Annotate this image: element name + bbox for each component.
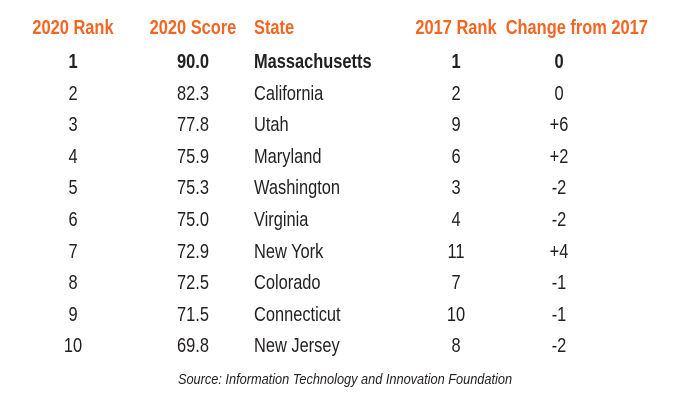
cell-rank-2017: 8 — [451, 335, 461, 358]
cell-rank-2020: 8 — [68, 272, 78, 295]
source-note: Source: Information Technology and Innov… — [177, 371, 513, 388]
cell-rank-2017: 9 — [451, 114, 461, 137]
cell-rank-2020: 10 — [63, 335, 83, 358]
table-row: 9 71.5 Connecticut 10 -1 — [0, 299, 690, 331]
cell-state: New Jersey — [254, 335, 340, 358]
table-row: 1 90.0 Massachusetts 1 0 — [0, 46, 690, 78]
cell-score-2020: 71.5 — [177, 303, 209, 326]
table-row: 8 72.5 Colorado 7 -1 — [0, 267, 690, 299]
cell-change-from-2017: +2 — [549, 145, 569, 168]
cell-change-from-2017: -1 — [551, 272, 567, 295]
cell-change-from-2017: 0 — [554, 51, 564, 73]
cell-state: Maryland — [254, 145, 322, 168]
column-header-rank-2020: 2020 Rank — [32, 17, 114, 39]
cell-rank-2017: 1 — [451, 51, 461, 73]
cell-change-from-2017: 0 — [554, 82, 564, 105]
table-header-row: 2020 Rank 2020 Score State 2017 Rank Change … — [0, 12, 690, 44]
table-row: 7 72.9 New York 11 +4 — [0, 236, 690, 268]
cell-rank-2020: 6 — [68, 209, 78, 231]
cell-rank-2020: 4 — [68, 145, 78, 168]
cell-score-2020: 77.8 — [177, 114, 209, 137]
table-row: 5 75.3 Washington 3 -2 — [0, 172, 690, 204]
cell-rank-2020: 9 — [68, 303, 78, 326]
cell-state: Colorado — [254, 272, 321, 295]
table-row: 10 69.8 New Jersey 8 -2 — [0, 330, 690, 362]
cell-rank-2020: 1 — [68, 51, 78, 73]
cell-rank-2020: 2 — [68, 82, 78, 105]
cell-change-from-2017: -2 — [551, 209, 567, 231]
cell-score-2020: 82.3 — [177, 82, 209, 105]
cell-rank-2017: 4 — [451, 209, 461, 231]
column-header-change-from-2017: Change from 2017 — [505, 17, 648, 39]
cell-state: Washington — [254, 177, 340, 200]
cell-rank-2017: 3 — [451, 177, 461, 200]
cell-change-from-2017: -2 — [551, 177, 567, 200]
cell-rank-2020: 3 — [68, 114, 78, 137]
cell-score-2020: 90.0 — [177, 51, 209, 73]
cell-rank-2017: 6 — [451, 145, 461, 168]
cell-rank-2020: 5 — [68, 177, 78, 200]
cell-score-2020: 75.3 — [177, 177, 209, 200]
column-header-score-2020: 2020 Score — [149, 17, 237, 39]
cell-change-from-2017: -1 — [551, 303, 567, 326]
table-row: 3 77.8 Utah 9 +6 — [0, 109, 690, 141]
cell-score-2020: 75.0 — [177, 209, 209, 231]
column-header-state: State — [254, 17, 295, 39]
cell-change-from-2017: +6 — [549, 114, 569, 137]
cell-score-2020: 69.8 — [177, 335, 209, 358]
cell-rank-2017: 7 — [451, 272, 461, 295]
cell-rank-2020: 7 — [68, 240, 78, 263]
table-row: 6 75.0 Virginia 4 -2 — [0, 204, 690, 236]
cell-score-2020: 75.9 — [177, 145, 209, 168]
table-row: 2 82.3 California 2 0 — [0, 78, 690, 110]
cell-state: Connecticut — [254, 303, 341, 326]
cell-rank-2017: 10 — [446, 303, 466, 326]
cell-change-from-2017: +4 — [549, 240, 569, 263]
cell-score-2020: 72.5 — [177, 272, 209, 295]
column-header-rank-2017: 2017 Rank — [415, 17, 497, 39]
cell-change-from-2017: -2 — [551, 335, 567, 358]
cell-state: Massachusetts — [254, 51, 372, 73]
cell-state: Virginia — [254, 209, 309, 231]
cell-rank-2017: 2 — [451, 82, 461, 105]
cell-rank-2017: 11 — [447, 240, 465, 263]
cell-state: California — [254, 82, 324, 105]
cell-score-2020: 72.9 — [177, 240, 209, 263]
table-row: 4 75.9 Maryland 6 +2 — [0, 141, 690, 173]
cell-state: New York — [254, 240, 324, 263]
cell-state: Utah — [254, 114, 289, 137]
